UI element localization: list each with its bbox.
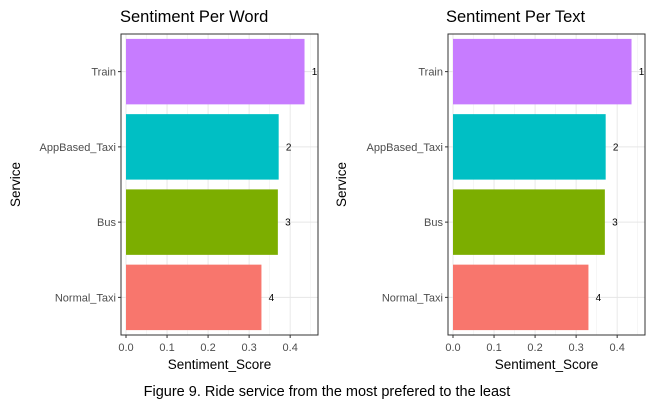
x-tick-label: 0.0	[118, 342, 133, 354]
bar-normal-taxi	[126, 264, 262, 331]
x-axis-label: Sentiment_Score	[168, 357, 272, 372]
figure-caption: Figure 9. Ride service from the most pre…	[143, 384, 511, 400]
plot-border	[120, 33, 319, 336]
bar-rank-label: 3	[285, 218, 291, 229]
y-tick-label: Train	[418, 67, 443, 79]
x-tick-label: 0.1	[159, 342, 174, 354]
bar-train	[453, 38, 632, 105]
x-tick-label: 0.4	[283, 342, 298, 354]
y-tick-label: Bus	[424, 217, 443, 229]
bar-rank-label: 4	[269, 293, 275, 304]
x-tick-label: 0.2	[200, 342, 215, 354]
bar-rank-label: 1	[312, 67, 318, 78]
y-axis-label: Service	[334, 162, 349, 207]
y-tick-label: Bus	[97, 217, 116, 229]
bar-rank-label: 3	[612, 218, 618, 229]
y-tick-label: Normal_Taxi	[382, 292, 443, 304]
x-axis-label: Sentiment_Score	[495, 357, 599, 372]
bar-bus	[453, 189, 605, 255]
bar-appbased-taxi	[126, 114, 279, 180]
bar-appbased-taxi	[453, 114, 606, 180]
x-tick-label: 0.3	[568, 342, 583, 354]
chart-panel-2: 4 3 2 1 Normal_Taxi Bus AppBased_Taxi Train 0.0 0…	[334, 8, 646, 372]
y-tick-label: AppBased_Taxi	[40, 142, 116, 154]
plot-border	[447, 33, 646, 336]
y-tick-label: AppBased_Taxi	[367, 142, 443, 154]
chart-title: Sentiment Per Word	[120, 8, 268, 26]
x-tick-label: 0.0	[445, 342, 460, 354]
y-tick-label: Train	[91, 67, 116, 79]
bar-rank-label: 2	[286, 142, 292, 153]
bar-rank-label: 2	[613, 142, 619, 153]
y-axis-label: Service	[8, 162, 23, 207]
x-tick-label: 0.4	[610, 342, 625, 354]
chart-title: Sentiment Per Text	[446, 8, 586, 26]
x-tick-label: 0.1	[486, 342, 501, 354]
x-tick-label: 0.3	[241, 342, 256, 354]
x-tick-label: 0.2	[527, 342, 542, 354]
y-tick-label: Normal_Taxi	[55, 292, 116, 304]
bar-normal-taxi	[453, 264, 589, 331]
bar-train	[126, 38, 305, 105]
bar-rank-label: 1	[639, 67, 645, 78]
bar-bus	[126, 189, 278, 255]
chart-panel-1: 4 3 2 1 Normal_Taxi Bus AppBased_Taxi Train 0.0 0…	[8, 8, 319, 372]
bar-rank-label: 4	[596, 293, 602, 304]
